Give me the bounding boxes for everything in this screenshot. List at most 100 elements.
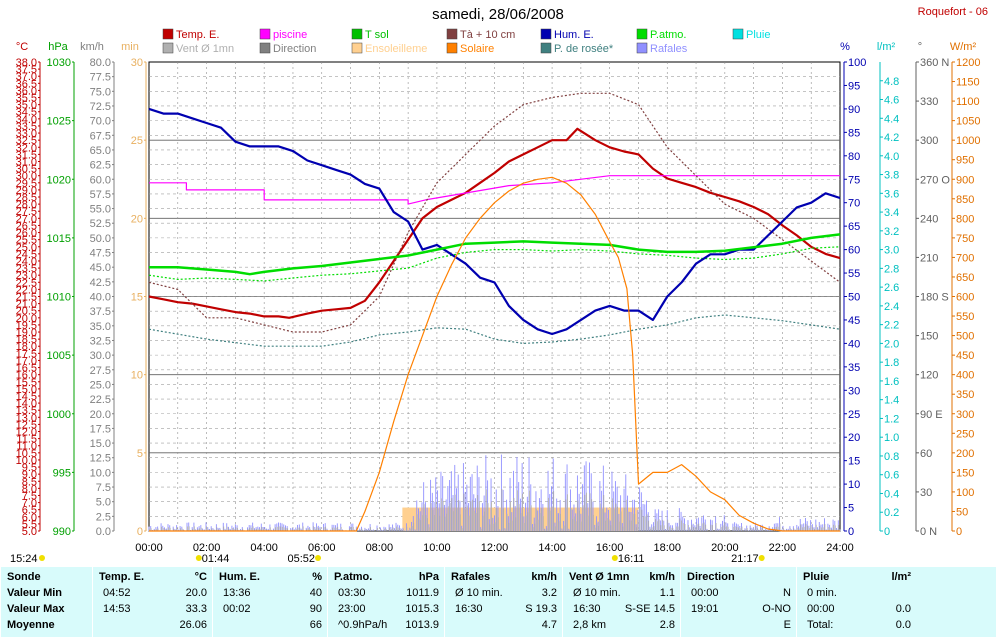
axis-tick-label: 0	[137, 526, 143, 538]
axis-tick-label: 2.0	[884, 338, 899, 350]
stats-row-label: Ø 10 min.	[455, 587, 503, 599]
stats-row-label: Ø 10 min.	[573, 587, 621, 599]
x-tick-label: 24:00	[826, 542, 854, 554]
stats-column: Temp. E. °C 04:52 20.0 14:53 33.3 26.06	[92, 567, 213, 637]
axis-tick-label: 14.0	[16, 398, 37, 410]
axis-tick-label: 0.4	[884, 488, 899, 500]
legend-swatch	[259, 42, 271, 54]
series-line-7	[148, 314, 841, 347]
axis-tick-label: 350	[956, 389, 974, 401]
stats-table: Sonde Valeur Min Valeur Max Moyenne Temp. E.…	[0, 567, 996, 637]
axis-tick-label: 45	[848, 315, 860, 327]
axis-tick-label: 400	[956, 370, 974, 382]
sun-marker-icon	[195, 555, 202, 561]
legend-swatch	[351, 28, 363, 40]
axis-tick-label: 21.5	[16, 292, 37, 304]
stats-row-value: 1011.9	[406, 587, 439, 599]
axis-tick-label: 32.0	[16, 142, 37, 154]
stats-row-value: O-NO	[762, 603, 791, 615]
axis-tick-label: 16.0	[16, 370, 37, 382]
axis-tick-label: 120	[920, 370, 938, 382]
stats-row-value: 0.0	[895, 603, 911, 615]
axis-tick-label: 35	[848, 362, 860, 374]
stats-header: Rafales	[451, 571, 491, 583]
stats-header: Direction	[687, 571, 735, 583]
series-line-6	[149, 176, 840, 532]
axis-tick-label: 3.4	[884, 207, 899, 219]
axis-tick-label: 20.0	[90, 409, 111, 421]
axis-tick-label: 42.5	[90, 277, 111, 289]
axis-tick-label: 300	[920, 135, 938, 147]
sun-marker-icon	[611, 555, 618, 561]
axis-tick-label: 0.8	[884, 451, 899, 463]
axis-tick-label: 1.4	[884, 395, 899, 407]
axis-tick-label: 60.0	[90, 174, 111, 186]
sun-marker-icon	[758, 555, 765, 561]
legend-label: Vent Ø 1mn	[176, 43, 234, 55]
axis-tick-label: 55.0	[90, 204, 111, 216]
axis-tick-label: 0.0	[96, 526, 111, 538]
stats-column: Direction 00:00 N 19:01 O-NO E	[680, 567, 797, 637]
axis-tick-label: 3.8	[884, 170, 899, 182]
weather-chart: °C38.037.537.036.536.035.535.034.534.033…	[10, 28, 980, 565]
legend-swatch	[446, 28, 458, 40]
axis-tick-label: 9.5	[22, 462, 37, 474]
axis-tick-label: 180 S	[920, 292, 949, 304]
axis-tick-label: 8.0	[22, 483, 37, 495]
stats-row-value: S-SE 14.5	[624, 603, 675, 615]
stats-row-value: 33.3	[185, 603, 207, 615]
axis-tick-label: 30.5	[16, 164, 37, 176]
legend-swatch	[540, 42, 552, 54]
legend-swatch	[446, 42, 458, 54]
x-tick-label: 02:00	[193, 542, 221, 554]
axis-tick-label: 19.5	[16, 320, 37, 332]
axis-tick-label: 7.5	[22, 490, 37, 502]
axis-tick-label: 29.5	[16, 178, 37, 190]
axis-tick-label: 240	[920, 213, 938, 225]
sun-marker-label: 01:44	[202, 553, 230, 565]
stats-column: P.atmo. hPa 03:30 1011.9 23:00 1015.3 ^0.9hPa/…	[327, 567, 445, 637]
axis-tick-label: 80	[848, 151, 860, 163]
axis-tick-label: 90	[848, 104, 860, 116]
axis-tick-label: 40	[848, 338, 860, 350]
axis-tick-label: 1005	[47, 350, 71, 362]
axis-tick-label: 1100	[956, 96, 980, 108]
axis-tick-label: 300	[956, 409, 974, 421]
x-tick-label: 20:00	[711, 542, 739, 554]
sun-marker-label: 16:11	[618, 553, 645, 565]
axis-tick-label: 450	[956, 350, 974, 362]
axis-tick-label: 70	[848, 198, 860, 210]
axis-tick-label: 5.5	[22, 519, 37, 531]
stats-row-label: 23:00	[338, 603, 366, 615]
axis-tick-label: 6.5	[22, 505, 37, 517]
axis-tick-label: 28.5	[16, 192, 37, 204]
series-line-5	[149, 233, 841, 276]
axis-tick-label: 38.0	[16, 57, 37, 69]
x-tick-label: 16:00	[596, 542, 624, 554]
axis-tick-label: 2.5	[96, 511, 111, 523]
axis-tick-label: 22.0	[16, 284, 37, 296]
axis-tick-label: 250	[956, 428, 974, 440]
axis-tick-label: 18.0	[16, 341, 37, 353]
axis-tick-label: 37.5	[90, 306, 111, 318]
axis-tick-label: 4.0	[884, 151, 899, 163]
legend-label: piscine	[273, 29, 307, 41]
axis-tick-label: 35.5	[16, 93, 37, 105]
axis-tick-label: 500	[956, 331, 974, 343]
axis-tick-label: 50.0	[90, 233, 111, 245]
axis-tick-label: 95	[848, 80, 860, 92]
axis-unit-right-0: %	[840, 41, 850, 53]
axis-tick-label: 25.0	[16, 242, 37, 254]
axis-tick-label: 1020	[47, 174, 71, 186]
legend-label: Solaire	[460, 43, 494, 55]
series-line-4	[148, 107, 841, 336]
axis-tick-label: 3.2	[884, 226, 899, 238]
series-line-0	[148, 127, 841, 319]
stats-row-label: 0 min.	[807, 587, 837, 599]
axis-tick-label: 30.0	[90, 350, 111, 362]
axis-tick-label: 0.2	[884, 507, 899, 519]
stats-row-label: 16:30	[573, 603, 601, 615]
axis-tick-label: 72.5	[90, 101, 111, 113]
stats-row-label: 03:30	[338, 587, 366, 599]
stats-row-label: 13:36	[223, 587, 251, 599]
